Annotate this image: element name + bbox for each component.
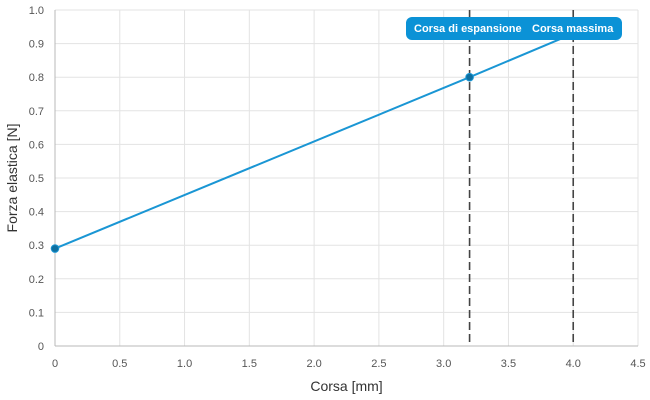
y-tick-label: 0.1	[29, 307, 44, 319]
data-point	[465, 72, 474, 82]
x-tick-label: 1.0	[177, 358, 192, 370]
callout-label-expansion: Corsa di espansione	[414, 23, 522, 35]
vertical-guide-lines	[468, 10, 575, 346]
y-tick-label: 0.6	[29, 139, 44, 151]
x-tick-labels: 0 0.5 1.0 1.5 2.0 2.5 3.0 3.5 4.0 4.5	[52, 358, 646, 370]
grid-lines	[54, 9, 639, 347]
x-tick-label: 0.5	[112, 358, 127, 370]
y-tick-label: 0.9	[29, 39, 44, 51]
y-tick-label: 0.7	[29, 106, 44, 118]
y-axis-title: Forza elastica [N]	[4, 124, 20, 233]
x-tick-label: 1.5	[242, 358, 257, 370]
y-tick-label: 0.3	[29, 240, 44, 252]
callout-label-max: Corsa massima	[532, 23, 614, 35]
callout: Corsa di espansione Corsa massima	[406, 17, 622, 40]
series	[50, 32, 574, 253]
y-tick-label: 0.4	[29, 207, 44, 219]
y-tick-labels: 0 0.1 0.2 0.3 0.4 0.5 0.6 0.7 0.8 0.9 1.0	[29, 5, 44, 353]
x-tick-label: 2.5	[371, 358, 386, 370]
callout-background	[406, 17, 622, 40]
y-tick-label: 0	[38, 341, 44, 353]
y-tick-label: 0.8	[29, 72, 44, 84]
y-tick-label: 0.2	[29, 274, 44, 286]
y-tick-label: 0.5	[29, 173, 44, 185]
data-point	[50, 244, 60, 253]
axes	[54, 10, 638, 347]
x-tick-label: 4.0	[566, 358, 581, 370]
x-tick-label: 2.0	[306, 358, 321, 370]
x-tick-label: 0	[52, 358, 58, 370]
x-tick-label: 4.5	[630, 358, 645, 370]
x-axis-title: Corsa [mm]	[310, 378, 382, 394]
x-tick-label: 3.0	[436, 358, 451, 370]
x-tick-label: 3.5	[501, 358, 516, 370]
y-tick-label: 1.0	[29, 5, 44, 17]
